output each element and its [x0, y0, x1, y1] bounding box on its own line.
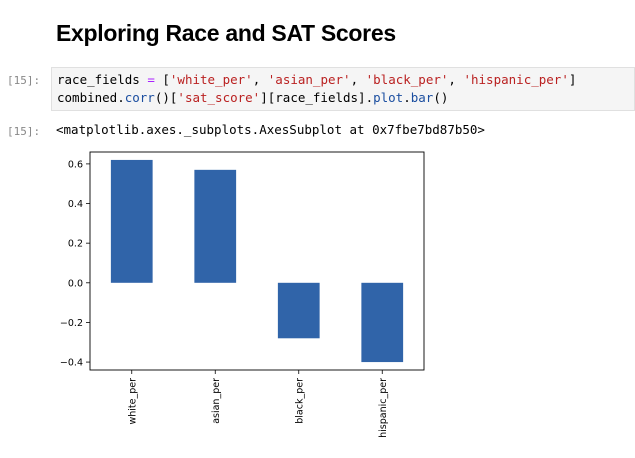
x-tick-label: hispanic_per [378, 378, 389, 438]
x-tick-label: asian_per [211, 378, 222, 424]
output-repr-text: <matplotlib.axes._subplots.AxesSubplot a… [56, 122, 485, 137]
code-function: bar [410, 90, 434, 105]
code-token: ()[ [154, 90, 178, 105]
y-tick-label: −0.2 [60, 318, 83, 329]
code-operator: = [147, 72, 155, 87]
code-string: 'sat_score' [177, 90, 261, 105]
code-input-cell[interactable]: race_fields = ['white_per', 'asian_per',… [51, 67, 635, 111]
plot-frame [89, 151, 425, 371]
y-tick-label: 0.6 [68, 159, 83, 170]
bar-hispanic-per [361, 282, 404, 363]
code-token: , [448, 72, 464, 87]
y-tick-label: −0.4 [60, 358, 83, 369]
input-prompt: [15]: [7, 74, 41, 87]
code-token: ][race_fields]. [260, 90, 374, 105]
bar-asian-per [194, 169, 237, 283]
code-token: ] [568, 72, 577, 87]
output-prompt: [15]: [7, 125, 41, 138]
x-tick-label: black_per [294, 378, 305, 424]
notebook-heading: Exploring Race and SAT Scores [56, 20, 396, 46]
code-function: corr [124, 90, 155, 105]
code-function: plot [373, 90, 404, 105]
code-token: race_fields [57, 72, 148, 87]
y-tick-label: 0.0 [68, 278, 83, 289]
code-string: 'white_per' [169, 72, 253, 87]
code-token: . [403, 90, 411, 105]
code-token: , [350, 72, 366, 87]
bar-white-per [110, 159, 153, 283]
code-string: 'black_per' [365, 72, 449, 87]
code-token: [ [154, 72, 170, 87]
y-tick-label: 0.4 [68, 199, 83, 210]
y-tick-label: 0.2 [68, 239, 83, 250]
code-string: 'hispanic_per' [463, 72, 569, 87]
code-line-1: race_fields = ['white_per', 'asian_per',… [57, 72, 576, 87]
code-line-2: combined.corr()['sat_score'][race_fields… [57, 90, 448, 105]
x-tick-label: white_per [127, 378, 138, 425]
code-token: , [252, 72, 268, 87]
code-token: () [433, 90, 449, 105]
bar-black-per [277, 282, 320, 339]
code-string: 'asian_per' [267, 72, 351, 87]
code-token: combined. [57, 90, 125, 105]
